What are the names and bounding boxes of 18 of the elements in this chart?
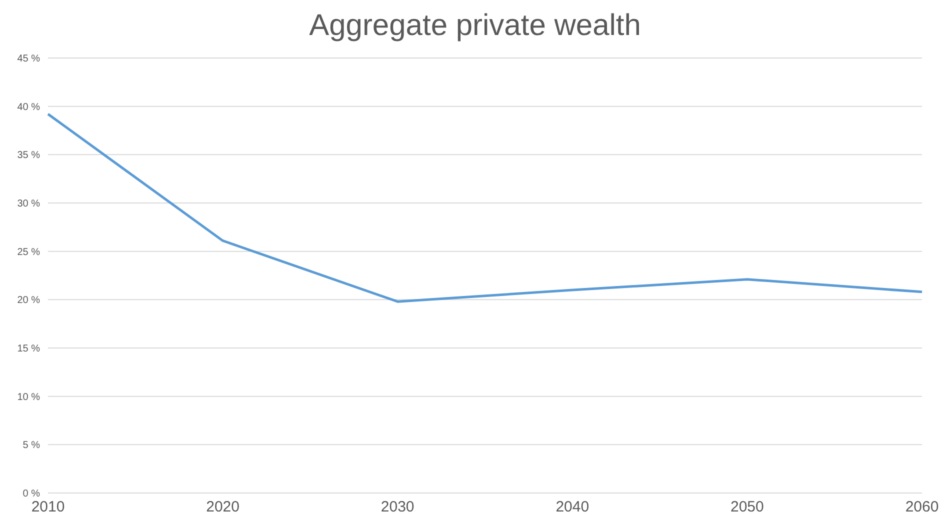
y-tick-label: 35 % xyxy=(17,150,40,162)
x-tick-label: 2040 xyxy=(556,498,590,516)
y-tick-label: 0 % xyxy=(22,488,40,500)
y-tick-label: 5 % xyxy=(22,440,40,452)
y-tick-label: 25 % xyxy=(17,246,40,258)
y-tick-label: 10 % xyxy=(17,392,40,403)
chart-title: Aggregate private wealth xyxy=(308,8,642,44)
x-tick-label: 2060 xyxy=(905,498,939,516)
y-tick-label: 45 % xyxy=(17,54,40,65)
x-tick-label: 2020 xyxy=(206,498,240,516)
y-tick-label: 40 % xyxy=(17,102,40,113)
y-tick-label: 30 % xyxy=(17,198,40,210)
y-tick-label: 15 % xyxy=(17,344,40,355)
line-series xyxy=(46,112,924,303)
x-tick-label: 2050 xyxy=(730,498,764,516)
x-tick-label: 2010 xyxy=(31,498,65,516)
y-tick-label: 20 % xyxy=(17,295,40,306)
x-tick-label: 2030 xyxy=(380,498,414,516)
